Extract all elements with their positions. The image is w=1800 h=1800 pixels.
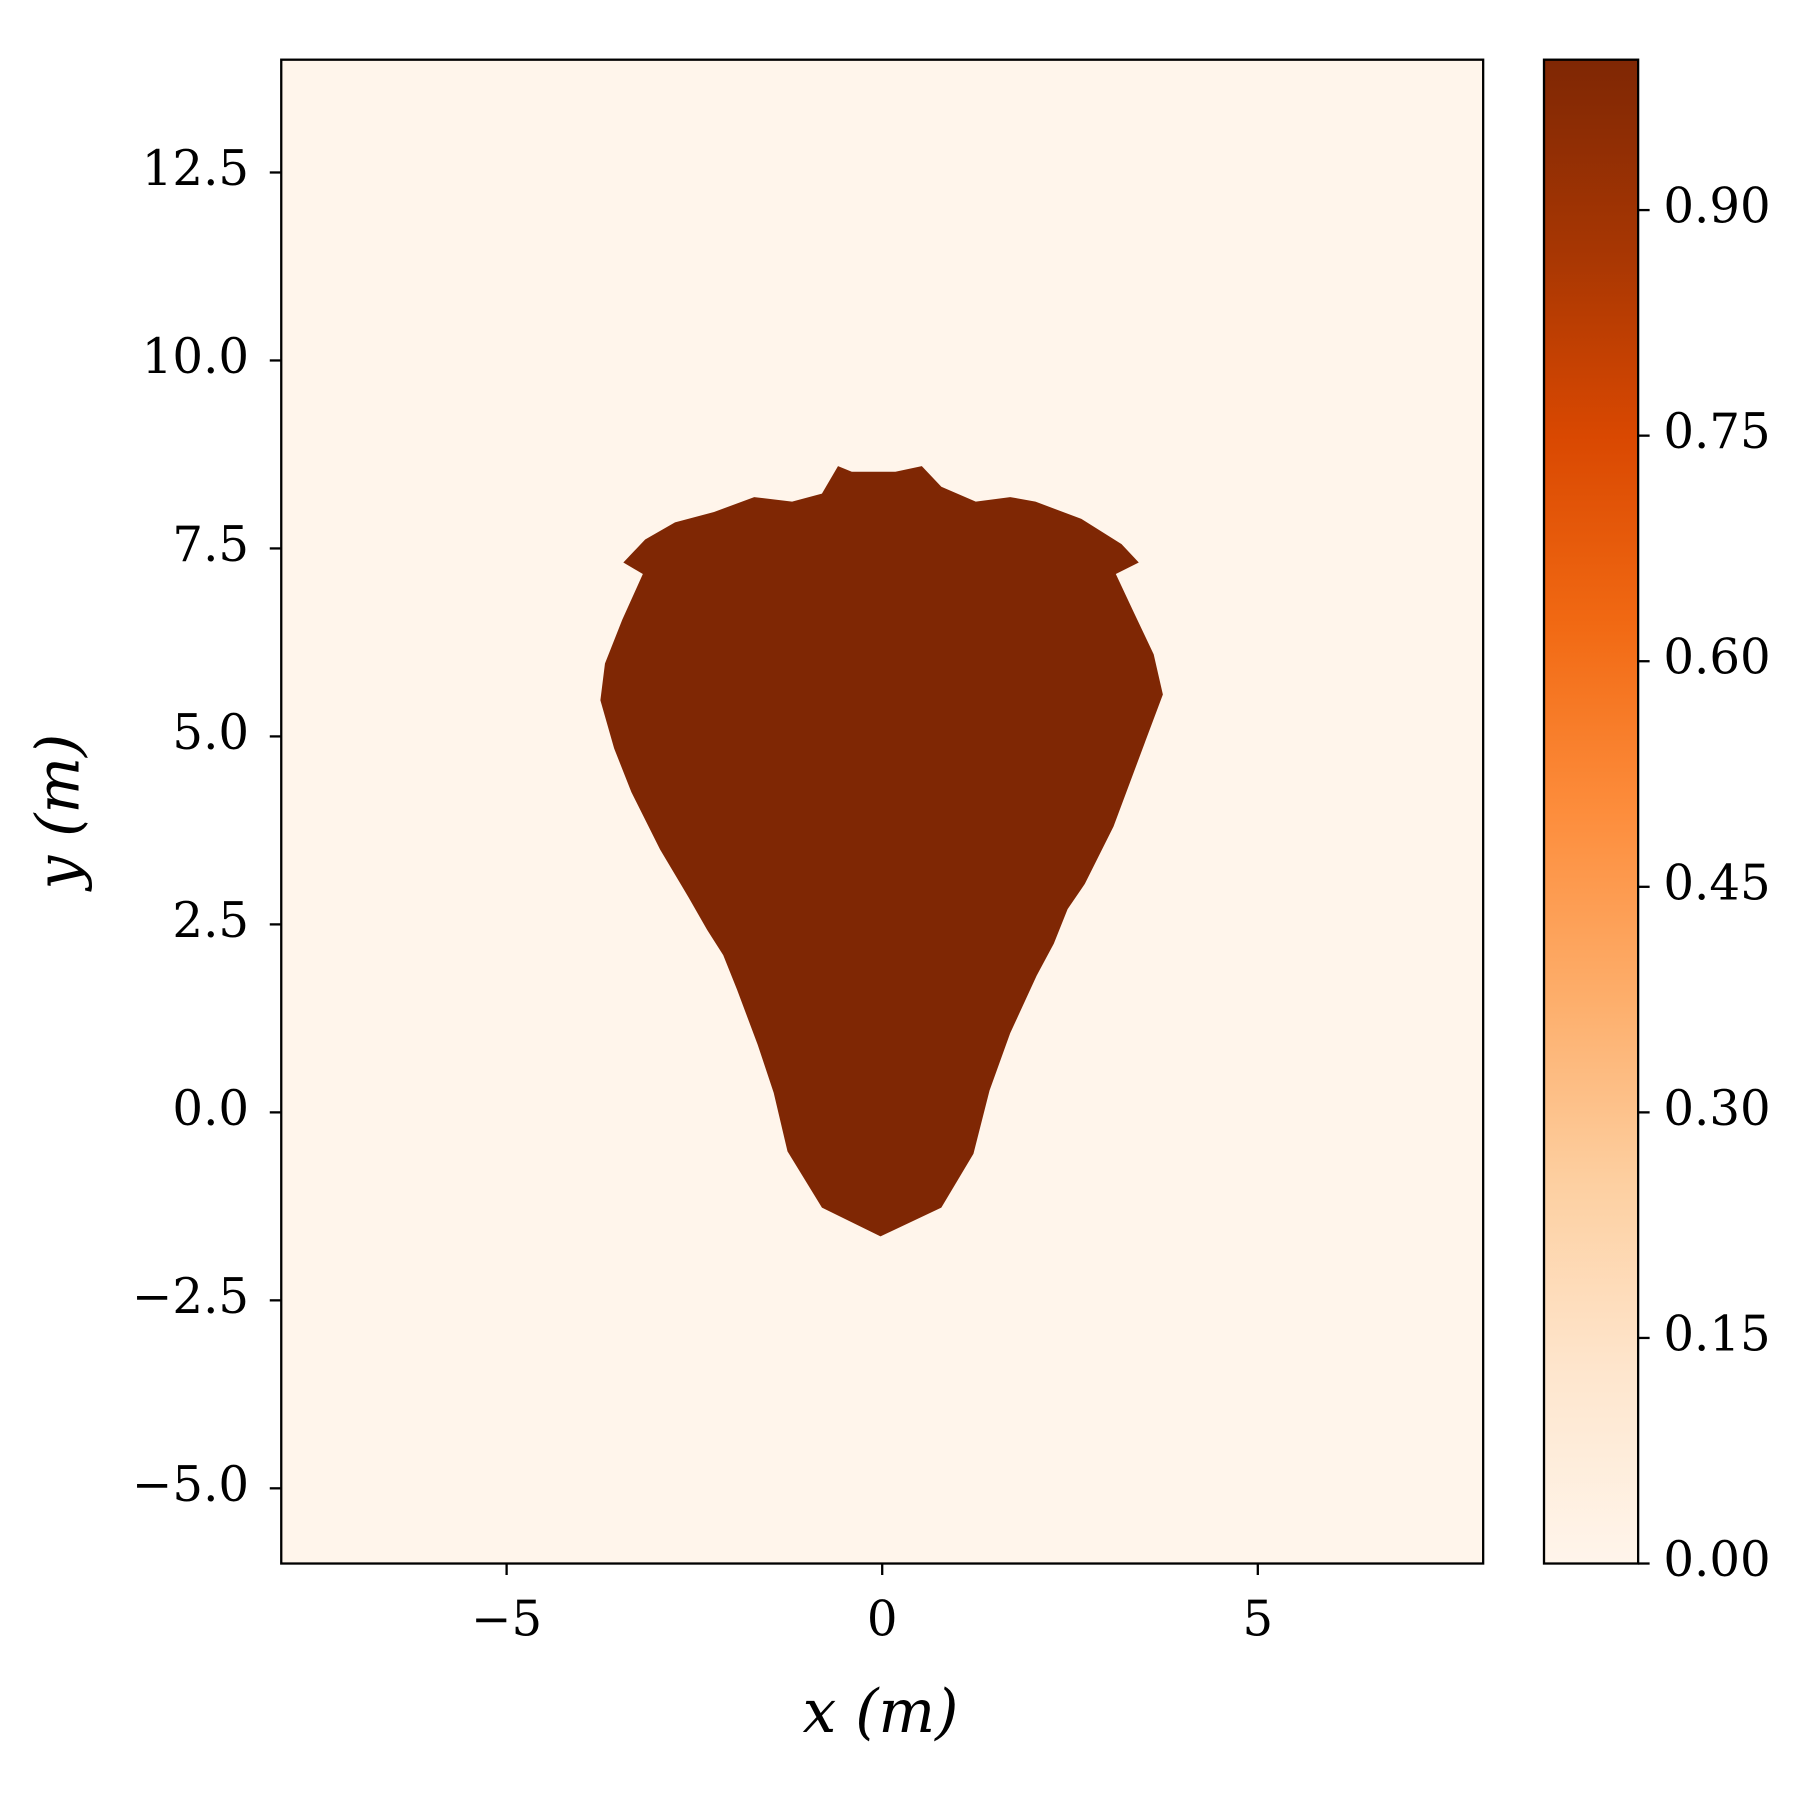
y-tick-label: 10.0 [142, 329, 249, 385]
x-tick-label: −5 [471, 1592, 542, 1648]
x-axis-label: x (m) [803, 1678, 959, 1747]
y-tick-label: 5.0 [172, 705, 249, 761]
colorbar-tick-label: 0.30 [1663, 1081, 1770, 1137]
field-region [600, 466, 1163, 1237]
y-axis-label: y (m) [25, 734, 94, 893]
colorbar-tick-label: 0.45 [1663, 855, 1770, 911]
colorbar-tick-label: 0.60 [1663, 630, 1770, 686]
y-tick-label: 2.5 [172, 893, 249, 949]
y-tick-label: 7.5 [172, 517, 249, 573]
y-tick-label: −2.5 [132, 1269, 249, 1325]
y-tick-label: −5.0 [132, 1457, 249, 1513]
y-tick-label: 0.0 [172, 1081, 249, 1137]
x-tick-label: 5 [1242, 1592, 1273, 1648]
colorbar-tick-label: 0.15 [1663, 1306, 1770, 1362]
colorbar-tick-label: 0.00 [1663, 1532, 1770, 1588]
colorbar [1542, 58, 1640, 1565]
colorbar-tick-label: 0.90 [1663, 179, 1770, 235]
y-tick-label: 12.5 [142, 141, 249, 197]
colorbar-tick-label: 0.75 [1663, 404, 1770, 460]
x-tick-label: 0 [867, 1592, 898, 1648]
